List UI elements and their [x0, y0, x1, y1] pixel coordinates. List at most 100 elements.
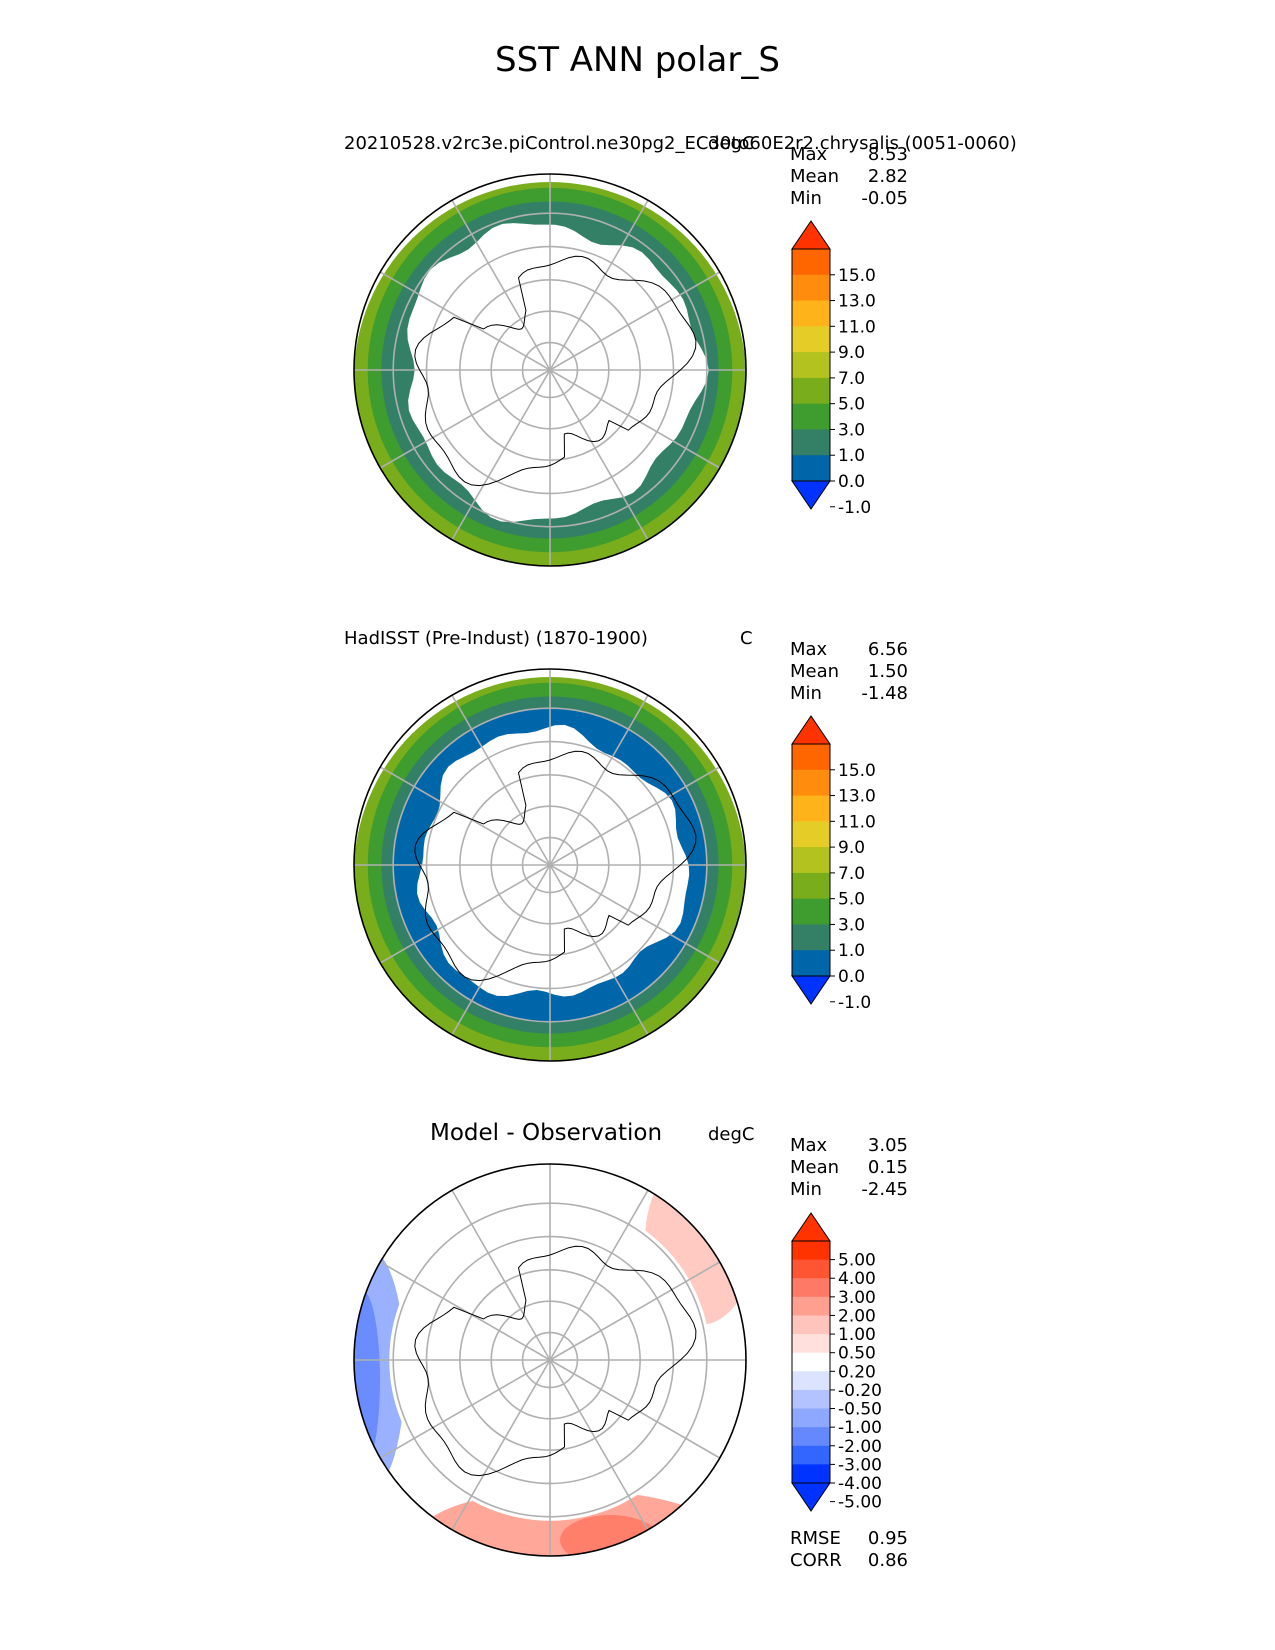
figure-title: SST ANN polar_S	[495, 40, 780, 80]
colorbar-tick-label: -1.00	[838, 1418, 882, 1438]
stat-min-value: -2.45	[861, 1179, 908, 1200]
colorbar-segment	[792, 744, 830, 771]
colorbar-tick-label: -2.00	[838, 1437, 882, 1457]
colorbar-tick-label: 15.0	[838, 761, 876, 781]
panel-diff-title: Model - Observation	[430, 1120, 663, 1146]
antarctic-coastline	[414, 255, 697, 487]
colorbar-tick-label: 1.0	[838, 446, 865, 466]
colorbar-tick-label: 5.0	[838, 890, 865, 910]
colorbar-segment	[792, 274, 830, 302]
colorbar-tick-label: 4.00	[838, 1269, 876, 1289]
stat-mean-value: 1.50	[867, 661, 908, 682]
stat-min-label: Min	[790, 683, 822, 704]
colorbar-extend-max	[791, 220, 831, 250]
stat-max-value: 8.53	[867, 144, 908, 165]
panel-obs-stats: Max 6.56 Mean 1.50 Min -1.48	[790, 639, 930, 705]
colorbar-segment	[792, 769, 830, 797]
antarctic-coastline	[414, 1245, 697, 1477]
rmse-value: 0.95	[867, 1528, 908, 1549]
colorbar-segment	[792, 1278, 830, 1298]
colorbar-tick-label: 13.0	[838, 787, 876, 807]
meridian-line	[451, 694, 551, 866]
colorbar-tick-label: 3.0	[838, 420, 865, 440]
colorbar-segment	[792, 429, 830, 456]
stat-min-value: -1.48	[861, 683, 908, 704]
colorbar-segment	[792, 1241, 830, 1261]
panel-diff-colorbar: 5.004.003.002.001.000.500.20-0.20-0.50-1…	[791, 1212, 882, 1513]
stat-mean-label: Mean	[790, 661, 840, 682]
colorbar-tick-label: 1.0	[838, 941, 865, 961]
colorbar-segment	[792, 1408, 830, 1428]
colorbar-tick-label: 0.0	[838, 472, 865, 492]
stat-min-label: Min	[790, 1179, 822, 1200]
colorbar-tick-label: 3.00	[838, 1288, 876, 1308]
meridian-line	[379, 271, 551, 371]
colorbar-tick-label: 3.0	[838, 915, 865, 935]
colorbar-extend-max	[791, 1212, 831, 1242]
meridian-line	[549, 271, 721, 371]
meridian-line	[451, 369, 551, 541]
colorbar-segment	[792, 1334, 830, 1354]
colorbar-segment	[792, 300, 830, 327]
colorbar-tick-label: 0.0	[838, 967, 865, 987]
colorbar-tick-label: 13.0	[838, 292, 876, 312]
meridian-line	[379, 1261, 551, 1361]
colorbar-tick-label: 9.0	[838, 343, 865, 363]
colorbar-outline	[791, 743, 831, 977]
colorbar-tick-label: 0.50	[838, 1344, 876, 1364]
colorbar-tick-label: 11.0	[838, 812, 876, 832]
stat-min-value: -0.05	[861, 188, 908, 209]
colorbar-segment	[792, 847, 830, 874]
panel-diff-units: degC	[708, 1124, 755, 1145]
sea-ice-mask	[407, 223, 709, 523]
colorbar-tick-label: 0.20	[838, 1362, 876, 1382]
colorbar-tick-label: 5.0	[838, 395, 865, 415]
stat-max-label: Max	[790, 1135, 828, 1156]
meridian-line	[379, 369, 551, 469]
colorbar-segment	[792, 821, 830, 848]
stat-mean-value: 0.15	[867, 1157, 908, 1178]
colorbar-outline	[791, 1240, 831, 1484]
rmse-label: RMSE	[790, 1528, 841, 1549]
map-frame	[353, 668, 747, 1062]
colorbar-segment	[792, 1389, 830, 1410]
panel-diff-stats: Max 3.05 Mean 0.15 Min -2.45	[790, 1135, 930, 1201]
meridian-line	[379, 766, 551, 866]
colorbar-tick-label: -1.0	[838, 498, 871, 515]
colorbar-tick-label: 2.00	[838, 1306, 876, 1326]
colorbar-tick-label: -0.50	[838, 1400, 882, 1420]
colorbar-tick-label: -0.20	[838, 1381, 882, 1401]
meridian-line	[549, 1189, 649, 1361]
colorbar-segment	[792, 326, 830, 353]
colorbar-tick-label: 7.0	[838, 369, 865, 389]
meridian-line	[379, 1359, 551, 1459]
colorbar-segment	[792, 352, 830, 379]
meridian-line	[451, 199, 551, 371]
map-field	[354, 669, 746, 1061]
meridian-line	[549, 1359, 649, 1531]
corr-label: CORR	[790, 1550, 842, 1571]
panel-obs-units: C	[740, 628, 753, 649]
corr-value: 0.86	[867, 1550, 908, 1571]
panel-obs-title: HadISST (Pre-Indust) (1870-1900)	[344, 628, 648, 649]
map-field	[354, 174, 746, 566]
colorbar-tick-label: 11.0	[838, 317, 876, 337]
colorbar-extend-max	[791, 715, 831, 745]
meridian-line	[451, 1189, 551, 1361]
panel-model-title: 20210528.v2rc3e.piControl.ne30pg2_EC30to…	[344, 133, 1017, 154]
colorbar-outline	[791, 248, 831, 482]
colorbar-tick-label: 15.0	[838, 266, 876, 286]
colorbar-extend-min	[791, 1482, 831, 1512]
antarctic-coastline	[414, 750, 697, 982]
colorbar-segment	[792, 1315, 830, 1335]
stat-max-value: 3.05	[867, 1135, 908, 1156]
map-frame	[353, 173, 747, 567]
panel-diff-metrics: RMSE 0.95 CORR 0.86	[790, 1528, 930, 1574]
meridian-line	[549, 1261, 721, 1361]
meridian-line	[549, 369, 649, 541]
colorbar-extend-min	[791, 975, 831, 1005]
colorbar-segment	[792, 377, 830, 405]
colorbar-tick-label: -1.0	[838, 993, 871, 1010]
colorbar-segment	[792, 898, 830, 925]
stat-mean-label: Mean	[790, 166, 840, 187]
